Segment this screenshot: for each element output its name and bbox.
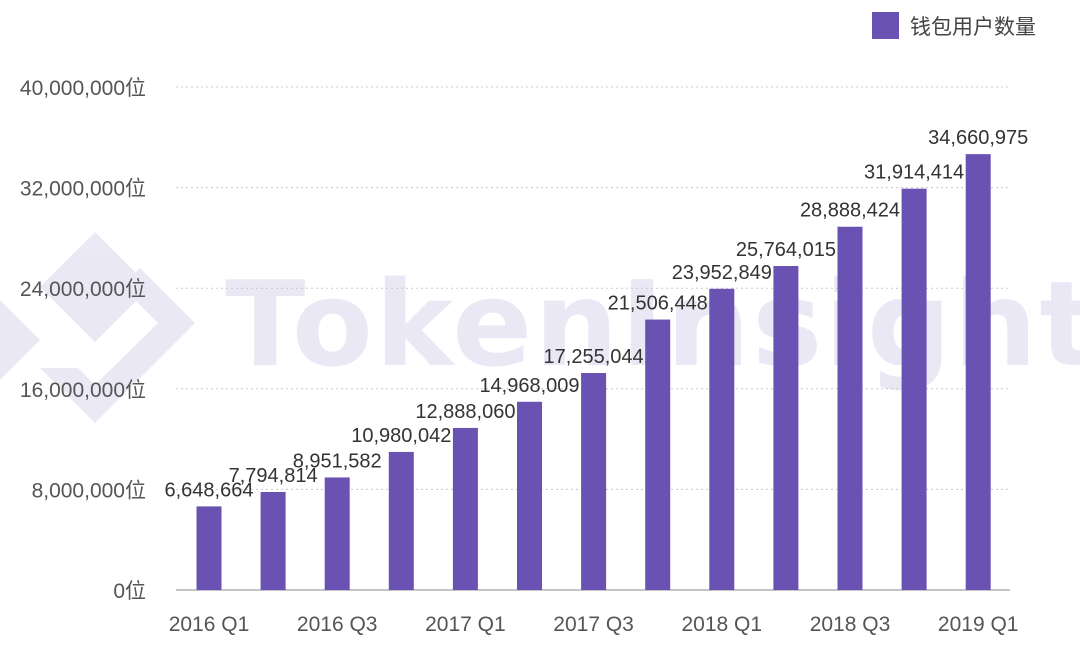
bar (965, 154, 991, 590)
bar (196, 506, 222, 590)
y-tick-label: 16,000,000位 (20, 379, 146, 402)
data-label: 8,951,582 (293, 450, 382, 472)
bar (581, 373, 607, 590)
data-label: 34,660,975 (928, 127, 1028, 149)
legend: 钱包用户数量 (872, 12, 1036, 39)
bar (260, 491, 286, 590)
x-tick-label: 2018 Q3 (810, 613, 891, 636)
y-tick-label: 0位 (113, 580, 146, 603)
y-axis-ticks: 0位 8,000,000位 16,000,000位 24,000,000位 32,000… (20, 77, 146, 603)
data-label: 25,764,015 (736, 239, 836, 261)
bar (452, 427, 478, 590)
bars (196, 154, 991, 590)
data-label: 23,952,849 (672, 262, 772, 284)
data-label: 12,888,060 (415, 401, 515, 423)
x-tick-label: 2016 Q3 (297, 613, 378, 636)
x-tick-label: 2016 Q1 (169, 613, 250, 636)
bar (709, 288, 735, 590)
x-tick-label: 2017 Q1 (425, 613, 506, 636)
bar (388, 451, 414, 590)
legend-swatch (872, 12, 899, 39)
y-tick-label: 8,000,000位 (32, 479, 146, 502)
bar (901, 188, 927, 590)
y-tick-label: 40,000,000位 (20, 77, 146, 100)
data-label: 17,255,044 (544, 346, 644, 368)
x-axis-ticks: 2016 Q1 2016 Q3 2017 Q1 2017 Q3 2018 Q1 2018 … (169, 613, 1019, 636)
data-label: 10,980,042 (351, 425, 451, 447)
data-label: 28,888,424 (800, 200, 900, 222)
data-label: 6,648,664 (165, 479, 254, 501)
watermark-logo-icon (0, 232, 195, 423)
bar (324, 477, 350, 590)
y-tick-label: 24,000,000位 (20, 278, 146, 301)
legend-label: 钱包用户数量 (910, 16, 1036, 39)
data-label: 31,914,414 (864, 162, 964, 184)
x-tick-label: 2017 Q3 (553, 613, 634, 636)
x-tick-label: 2018 Q1 (682, 613, 763, 636)
x-tick-label: 2019 Q1 (938, 613, 1019, 636)
data-label: 7,794,814 (229, 465, 318, 487)
bar (773, 266, 799, 590)
bar (837, 226, 863, 590)
bar (517, 401, 542, 590)
data-label: 21,506,448 (608, 293, 708, 315)
bar (645, 319, 671, 590)
data-label: 14,968,009 (479, 375, 579, 397)
y-tick-label: 32,000,000位 (20, 178, 146, 201)
